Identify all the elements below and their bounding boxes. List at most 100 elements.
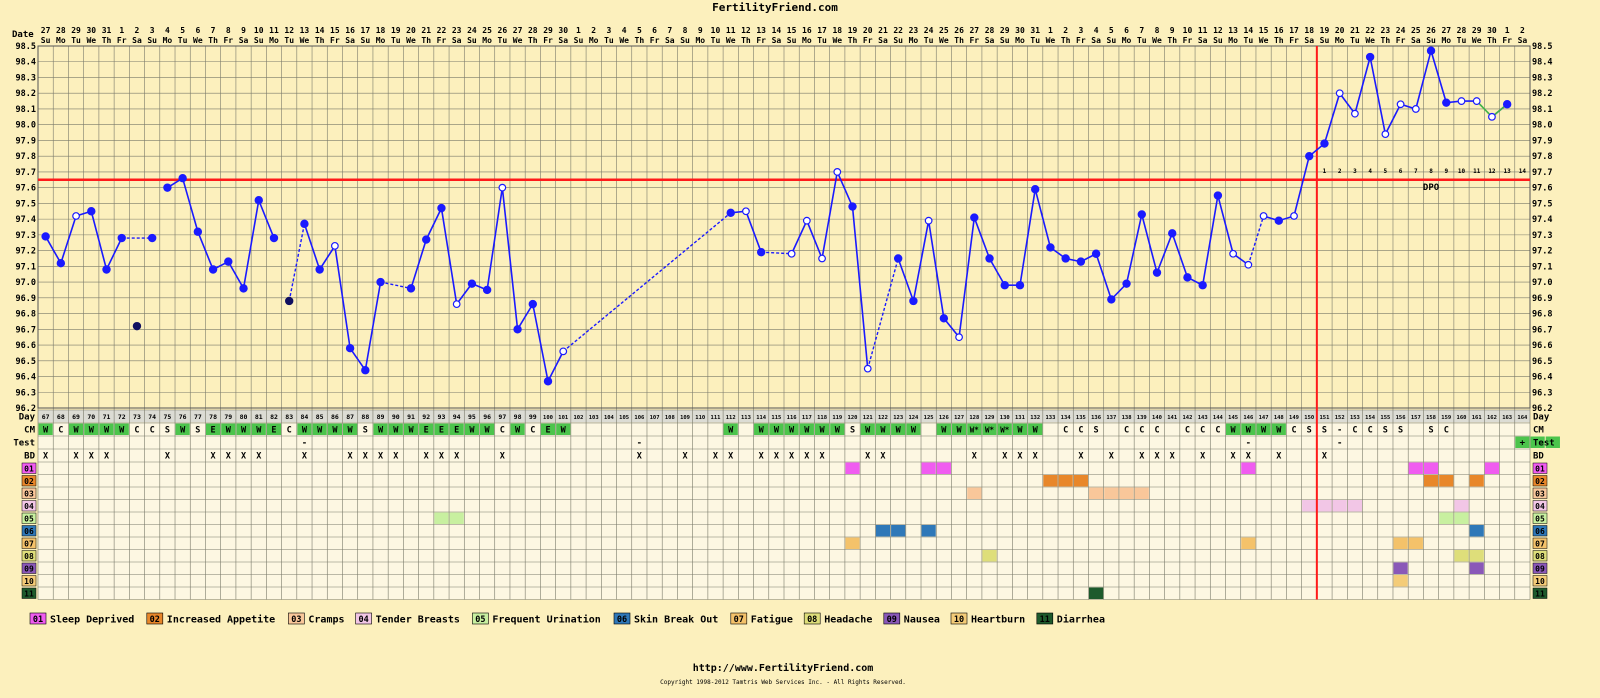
date-label: 18 bbox=[1304, 26, 1314, 35]
bd-label: X bbox=[789, 452, 794, 462]
cycle-day-label: 141 bbox=[1167, 415, 1178, 421]
weekday-label: Su bbox=[1320, 36, 1330, 45]
cycle-day-label: 157 bbox=[1411, 415, 1421, 421]
y-tick-label-left: 97.9 bbox=[16, 136, 36, 146]
cycle-day-label: 109 bbox=[680, 415, 690, 421]
legend-label-01: Sleep Deprived bbox=[50, 614, 134, 626]
y-tick-label-right: 96.2 bbox=[1532, 404, 1552, 414]
cm-label: C bbox=[500, 426, 505, 436]
weekday-label: Mo bbox=[482, 36, 492, 45]
dpo-number: 14 bbox=[1519, 168, 1527, 175]
symptom-cell-01 bbox=[1241, 462, 1256, 474]
cycle-day-label: 79 bbox=[224, 413, 232, 421]
cm-label: C bbox=[1078, 426, 1083, 436]
symptom-cell-02 bbox=[1423, 475, 1439, 487]
temp-point bbox=[543, 377, 553, 386]
temp-point bbox=[726, 208, 735, 218]
temp-point bbox=[269, 233, 279, 243]
temp-point bbox=[756, 247, 766, 257]
weekday-label: Fr bbox=[863, 36, 873, 45]
cm-label: C bbox=[1368, 426, 1373, 436]
plot-frame bbox=[37, 45, 1531, 409]
date-label: 30 bbox=[558, 26, 568, 35]
date-label: 15 bbox=[787, 26, 797, 35]
temp-point bbox=[315, 265, 324, 274]
dpo-number: 2 bbox=[1338, 168, 1342, 175]
y-tick-label-left: 97.8 bbox=[16, 152, 36, 162]
cm-label: W bbox=[789, 426, 795, 436]
cm-cell bbox=[480, 423, 495, 435]
cm-cell bbox=[540, 423, 556, 435]
bd-label: X bbox=[1017, 452, 1022, 462]
symptom-cell-03 bbox=[1104, 487, 1119, 499]
cycle-day-label: 138 bbox=[1122, 415, 1132, 421]
temp-point-open bbox=[1472, 97, 1481, 105]
date-label: 24 bbox=[467, 26, 477, 35]
dpo-number: 11 bbox=[1473, 168, 1481, 175]
cycle-day-label: 83 bbox=[285, 413, 293, 421]
cycle-day-label: 98 bbox=[514, 413, 522, 421]
cm-cell bbox=[403, 423, 419, 435]
weekday-label: Sa bbox=[878, 36, 888, 45]
cycle-day-label: 148 bbox=[1274, 415, 1284, 421]
legend-swatch-07 bbox=[730, 612, 748, 625]
test-row-label: Test bbox=[1533, 439, 1555, 449]
cycle-day-label: 150 bbox=[1304, 415, 1314, 421]
symptom-code-label: 01 bbox=[24, 465, 34, 474]
symptom-cell-09 bbox=[1469, 562, 1484, 574]
bd-label: X bbox=[1322, 452, 1327, 462]
weekday-label: We bbox=[300, 36, 310, 45]
date-label: 25 bbox=[939, 26, 949, 35]
date-label: 9 bbox=[241, 26, 246, 35]
symptom-code-label: 08 bbox=[24, 552, 34, 561]
weekday-label: Th bbox=[1167, 36, 1177, 45]
symptom-cell-01 bbox=[845, 462, 860, 474]
cm-label: W bbox=[941, 426, 947, 436]
symptom-cell-07 bbox=[845, 537, 860, 549]
y-tick-label-right: 97.5 bbox=[1532, 199, 1552, 209]
legend-label-02: Increased Appetite bbox=[167, 614, 275, 626]
temp-point-open bbox=[1488, 112, 1496, 121]
symptom-code-right bbox=[1532, 462, 1548, 474]
cm-label: W bbox=[759, 426, 765, 436]
weekday-label: Su bbox=[361, 36, 371, 45]
cm-cell bbox=[951, 423, 967, 435]
weekday-label: We bbox=[1472, 36, 1482, 45]
temp-point-open bbox=[330, 241, 339, 250]
bd-label: X bbox=[302, 452, 307, 462]
legend-swatch-04 bbox=[355, 612, 372, 625]
date-label: 3 bbox=[607, 26, 612, 35]
symptom-code-label: 05 bbox=[24, 515, 34, 524]
footer-url[interactable]: http://www.FertilityFriend.com bbox=[693, 662, 874, 674]
cm-cell bbox=[434, 423, 449, 435]
cm-label: S bbox=[165, 426, 170, 436]
temp-point-open bbox=[924, 216, 933, 225]
legend-label-06: Skin Break Out bbox=[634, 614, 718, 626]
temp-point bbox=[985, 254, 994, 263]
weekday-label: Fr bbox=[543, 36, 553, 45]
temp-line-solid bbox=[44, 210, 123, 272]
cm-cell bbox=[754, 423, 769, 435]
temp-point-open bbox=[1229, 249, 1238, 258]
bd-label: X bbox=[972, 452, 977, 462]
cm-label: W bbox=[1246, 426, 1252, 436]
cm-label: W bbox=[43, 426, 49, 436]
temp-point bbox=[345, 343, 355, 353]
temp-line-dashed bbox=[562, 212, 732, 352]
date-label: 29 bbox=[543, 26, 553, 35]
cm-label: W* bbox=[970, 426, 980, 435]
temp-point bbox=[406, 284, 416, 293]
cycle-day-label: 82 bbox=[270, 413, 278, 421]
temp-point bbox=[1122, 279, 1131, 288]
cycle-day-label: 159 bbox=[1441, 415, 1451, 421]
bd-label: X bbox=[1276, 452, 1281, 462]
temp-point bbox=[163, 183, 172, 192]
symptom-cell-02 bbox=[1043, 475, 1058, 487]
symptom-code-left bbox=[21, 512, 37, 524]
dpo-number: 10 bbox=[1458, 168, 1466, 175]
weekday-label: Fr bbox=[117, 36, 127, 45]
date-label: 4 bbox=[1094, 26, 1099, 35]
symptom-code-left bbox=[21, 537, 37, 549]
cycle-day-label: 130 bbox=[1000, 415, 1010, 421]
cm-cell bbox=[327, 423, 342, 435]
